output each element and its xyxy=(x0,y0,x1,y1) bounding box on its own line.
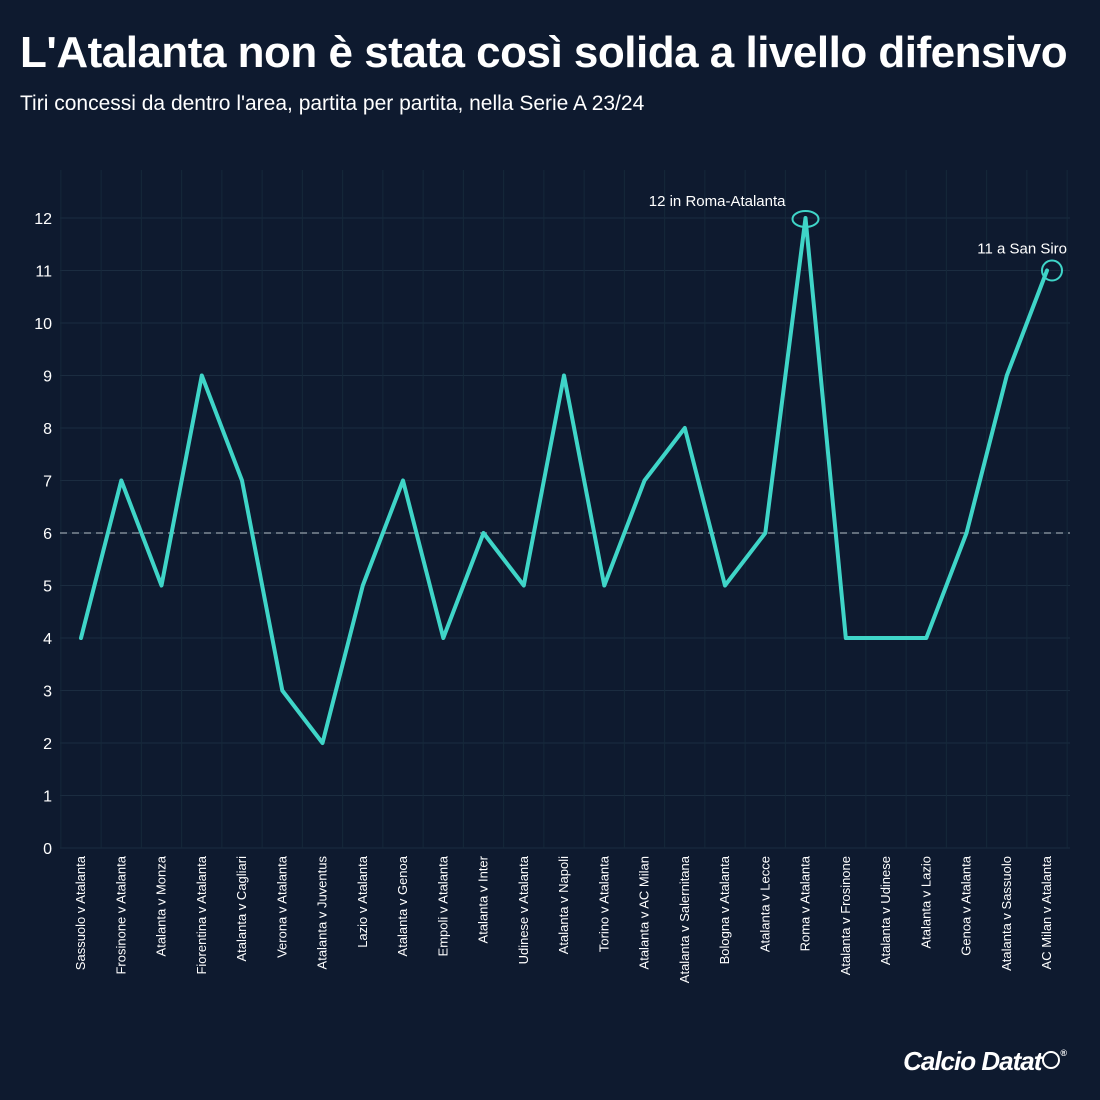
series-line-group xyxy=(79,216,1049,745)
x-tick-label: Atalanta v Frosinone xyxy=(838,856,853,975)
brand-name: Calcio Datat xyxy=(903,1046,1042,1076)
y-tick-label: 9 xyxy=(43,369,52,386)
annotations: 12 in Roma-Atalanta 11 a San Siro xyxy=(649,193,1067,282)
x-tick-label: Torino v Atalanta xyxy=(596,855,611,952)
x-tick-label: Atalanta v Genoa xyxy=(395,855,410,956)
y-tick-label: 0 xyxy=(43,841,52,858)
annotation-label: 11 a San Siro xyxy=(977,241,1067,258)
x-tick-label: Verona v Atalanta xyxy=(274,855,289,958)
x-tick-label: Roma v Atalanta xyxy=(798,855,813,951)
y-tick-label: 2 xyxy=(43,736,52,753)
chart-title: L'Atalanta non è stata così solida a liv… xyxy=(20,28,1068,77)
globe-icon xyxy=(1042,1051,1061,1069)
y-tick-label: 4 xyxy=(43,631,52,648)
x-tick-label: Genoa v Atalanta xyxy=(959,855,974,956)
y-tick-label: 3 xyxy=(43,684,52,701)
highlight-circle xyxy=(1041,259,1063,282)
y-tick-label: 6 xyxy=(43,526,52,543)
x-tick-label: Atalanta v Lazio xyxy=(918,856,933,949)
x-tick-label: Udinese v Atalanta xyxy=(516,855,531,964)
y-tick-label: 5 xyxy=(43,579,52,596)
x-tick-label: Atalanta v Napoli xyxy=(556,856,571,954)
y-tick-label: 8 xyxy=(43,421,52,438)
x-tick-label: Lazio v Atalanta xyxy=(355,855,370,948)
chart-subtitle: Tiri concessi da dentro l'area, partita … xyxy=(20,92,645,115)
x-tick-label: AC Milan v Atalanta xyxy=(1039,855,1054,969)
x-tick-label: Atalanta v Juventus xyxy=(315,856,330,970)
y-tick-label: 7 xyxy=(43,474,52,491)
x-tick-label: Atalanta v Monza xyxy=(154,855,169,956)
x-tick-label: Frosinone v Atalanta xyxy=(113,855,128,974)
x-tick-label: Empoli v Atalanta xyxy=(435,855,450,956)
x-tick-label: Sassuolo v Atalanta xyxy=(73,855,88,970)
series-line xyxy=(79,216,1049,745)
registered-mark: ® xyxy=(1060,1048,1067,1058)
x-tick-label: Atalanta v AC Milan xyxy=(637,856,652,969)
x-tick-label: Atalanta v Salernitana xyxy=(677,855,692,983)
x-tick-label: Bologna v Atalanta xyxy=(717,855,732,964)
highlight-circle xyxy=(791,210,820,228)
y-tick-label: 10 xyxy=(34,316,52,333)
brand-logo: Calcio Datat ® xyxy=(903,1046,1067,1077)
x-axis-ticks: Sassuolo v Atalanta Frosinone v Atalanta A… xyxy=(73,855,1054,983)
grid xyxy=(60,170,1070,849)
y-tick-label: 12 xyxy=(34,211,52,228)
y-tick-label: 1 xyxy=(43,789,52,806)
x-tick-label: Atalanta v Inter xyxy=(476,855,491,943)
x-tick-label: Fiorentina v Atalanta xyxy=(194,855,209,974)
x-tick-label: Atalanta v Sassuolo xyxy=(999,856,1014,971)
annotation-label: 12 in Roma-Atalanta xyxy=(649,193,786,210)
x-tick-label: Atalanta v Cagliari xyxy=(234,856,249,962)
y-tick-label: 11 xyxy=(35,264,52,281)
x-tick-label: Atalanta v Lecce xyxy=(757,856,772,952)
x-tick-label: Atalanta v Udinese xyxy=(878,856,893,965)
